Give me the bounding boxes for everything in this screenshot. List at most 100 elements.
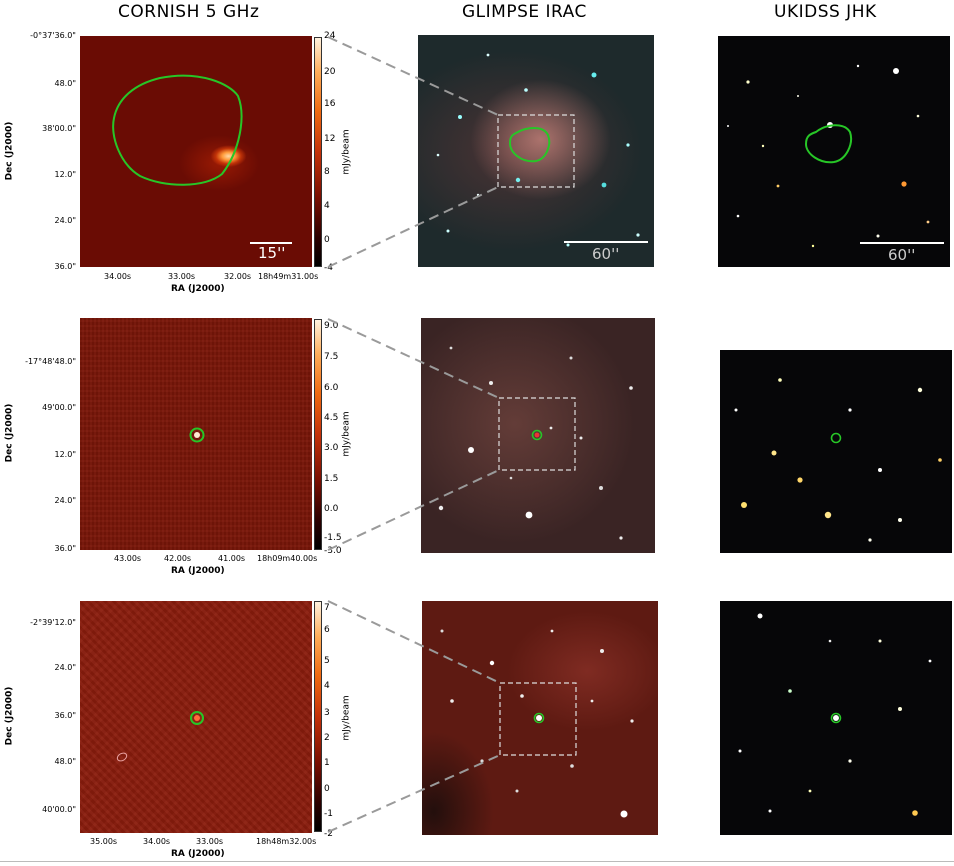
scale-label: 60''	[888, 246, 916, 264]
cbar-tick: 20	[324, 67, 336, 77]
y-tick: -0°37'36.0"	[30, 31, 76, 40]
contour-circle	[189, 427, 205, 443]
cbar-tick: 8	[324, 167, 330, 177]
cbar-tick: 6	[324, 625, 330, 635]
cbar-tick: -4	[324, 263, 333, 273]
x-tick: 42.00s	[164, 554, 192, 563]
ukidss-stars-row1	[727, 64, 930, 248]
y-axis-label: Dec (J2000)	[4, 686, 15, 746]
x-tick: 35.00s	[90, 837, 118, 846]
zoom-box	[498, 397, 576, 471]
y-tick: -17°48'48.0"	[25, 357, 76, 366]
cbar-tick: -2	[324, 829, 333, 839]
y-axis-label: Dec (J2000)	[4, 403, 15, 463]
cornish-panel-row1: 15''	[80, 36, 312, 267]
scale-bar	[250, 242, 292, 244]
cbar-tick: 16	[324, 99, 336, 109]
ukidss-column-title: UKIDSS JHK	[774, 2, 877, 22]
cbar-tick: 4	[324, 681, 330, 691]
glimpse-panel-row3	[422, 601, 658, 835]
y-tick: 40'00.0"	[42, 805, 76, 814]
ukidss-stars-row3	[738, 613, 932, 816]
x-tick: 18h09m40.00s	[257, 554, 318, 563]
y-tick: 24.0"	[54, 216, 77, 225]
cbar-tick: 3.0	[324, 443, 339, 453]
source-dot	[833, 715, 839, 721]
y-tick: 36.0"	[54, 544, 77, 553]
y-tick: 48.0"	[54, 757, 77, 766]
y-tick: 36.0"	[54, 711, 77, 720]
x-tick: 43.00s	[114, 554, 142, 563]
cornish-panel-row2	[80, 318, 312, 550]
cbar-tick: 0.0	[324, 504, 339, 514]
colorbar	[314, 319, 322, 550]
glimpse-stars-row2	[438, 346, 633, 540]
scale-label: 15''	[258, 244, 286, 262]
colorbar	[314, 37, 322, 267]
cbar-tick: 1	[324, 758, 330, 768]
x-tick: 41.00s	[218, 554, 246, 563]
source-core	[194, 432, 200, 438]
y-axis-label: Dec (J2000)	[4, 121, 15, 181]
x-tick: 32.00s	[224, 272, 252, 281]
zoom-box	[497, 114, 575, 188]
colorbar	[314, 601, 322, 832]
contour-glimpse	[531, 429, 543, 441]
cbar-label: mJy/beam	[341, 129, 352, 175]
x-tick: 18h49m31.00s	[258, 272, 319, 281]
y-tick: 38'00.0"	[42, 124, 76, 133]
cbar-tick: 2	[324, 733, 330, 743]
ukidss-panel-row1: 60''	[718, 36, 950, 267]
x-tick: 18h48m32.00s	[256, 837, 317, 846]
cbar-tick: 7.5	[324, 352, 339, 362]
cbar-tick: 0	[324, 784, 330, 794]
cbar-tick: 9.0	[324, 321, 339, 331]
ukidss-panel-row2	[720, 350, 952, 553]
glimpse-stars-row1	[436, 53, 640, 247]
y-tick: 12.0"	[54, 170, 77, 179]
cbar-tick: 24	[324, 31, 336, 41]
source-dot	[536, 715, 542, 721]
scale-bar	[564, 241, 648, 243]
y-tick: 12.0"	[54, 450, 77, 459]
cbar-tick: 1.5	[324, 474, 339, 484]
contour-glimpse	[533, 712, 545, 724]
ukidss-panel-row3	[720, 601, 952, 835]
ukidss-stars-row2	[734, 378, 942, 542]
cornish-column-title: CORNISH 5 GHz	[118, 2, 260, 22]
cbar-tick: 4	[324, 201, 330, 211]
cornish-panel-row3	[80, 601, 312, 833]
bottom-divider	[0, 861, 954, 862]
y-tick: 24.0"	[54, 663, 77, 672]
scale-bar	[860, 242, 944, 244]
cbar-tick: 3	[324, 708, 330, 718]
cbar-label: mJy/beam	[341, 411, 352, 457]
contour-circle	[190, 711, 204, 725]
glimpse-stars-row3	[440, 629, 634, 818]
cbar-tick: -1.5	[324, 533, 342, 543]
contour-ellipse	[112, 74, 243, 186]
x-axis-label: RA (J2000)	[171, 849, 225, 859]
source-dot	[534, 432, 540, 438]
y-tick: 49'00.0"	[42, 403, 76, 412]
contour-ukidss	[830, 712, 842, 724]
zoom-box	[499, 682, 577, 756]
cbar-tick: 5	[324, 656, 330, 666]
scale-label: 60''	[592, 245, 620, 263]
x-tick: 33.00s	[168, 272, 196, 281]
x-axis-label: RA (J2000)	[171, 566, 225, 576]
contour-ukidss	[830, 432, 842, 444]
contour-glimpse	[508, 127, 551, 163]
y-tick: 36.0"	[54, 262, 77, 271]
x-tick: 34.00s	[104, 272, 132, 281]
glimpse-panel-row2	[421, 318, 655, 553]
x-tick: 33.00s	[196, 837, 224, 846]
y-tick: 48.0"	[54, 79, 77, 88]
cbar-tick: -3.0	[324, 546, 342, 556]
cbar-tick: 7	[324, 603, 330, 613]
x-axis-label: RA (J2000)	[171, 284, 225, 294]
cbar-tick: 4.5	[324, 413, 339, 423]
y-tick: -2°39'12.0"	[30, 618, 76, 627]
contour-ukidss	[804, 124, 852, 164]
cbar-tick: 0	[324, 235, 330, 245]
